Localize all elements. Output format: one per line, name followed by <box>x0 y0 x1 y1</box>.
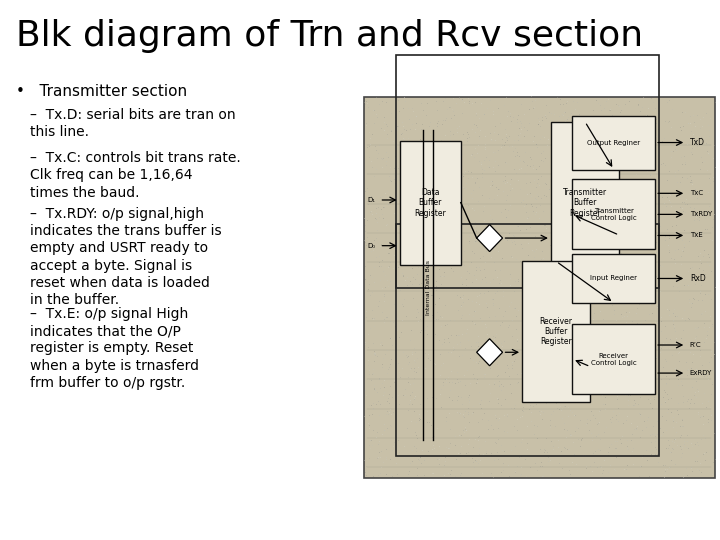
Text: Receiver
Control Logic: Receiver Control Logic <box>591 353 636 366</box>
Text: Internal Data Bus: Internal Data Bus <box>426 260 431 315</box>
Bar <box>396 56 659 287</box>
Text: Input Reginer: Input Reginer <box>590 275 637 281</box>
Text: TxC: TxC <box>690 190 703 197</box>
Text: Output Reginer: Output Reginer <box>588 139 640 146</box>
Bar <box>396 224 659 456</box>
Text: •   Transmitter section: • Transmitter section <box>16 84 187 99</box>
Text: D₁: D₁ <box>367 197 375 203</box>
Text: –  Tx.D: serial bits are tran on
this line.: – Tx.D: serial bits are tran on this lin… <box>30 108 236 139</box>
Text: TxRDY: TxRDY <box>690 211 712 218</box>
Text: Transmitter
Buffer
Register: Transmitter Buffer Register <box>563 188 607 218</box>
Text: D₀: D₀ <box>367 242 375 249</box>
Text: Blk diagram of Trn and Rcv section: Blk diagram of Trn and Rcv section <box>16 19 643 53</box>
Bar <box>572 179 655 249</box>
Bar <box>572 324 655 394</box>
Text: Data
Buffer
Register: Data Buffer Register <box>414 188 446 218</box>
Bar <box>522 261 590 402</box>
Text: ExRDY: ExRDY <box>690 370 712 376</box>
Text: R’C: R’C <box>690 342 701 348</box>
Bar <box>572 254 655 303</box>
Text: Transmitter
Control Logic: Transmitter Control Logic <box>591 208 636 221</box>
Polygon shape <box>477 339 503 366</box>
Text: –  Tx.RDY: o/p signal,high
indicates the trans buffer is
empty and USRT ready to: – Tx.RDY: o/p signal,high indicates the … <box>30 207 222 307</box>
Text: –  Tx.E: o/p signal High
indicates that the O/P
register is empty. Reset
when a : – Tx.E: o/p signal High indicates that t… <box>30 307 199 390</box>
Text: TxE: TxE <box>690 232 703 239</box>
Text: TxD: TxD <box>690 138 705 147</box>
Bar <box>364 97 715 478</box>
Polygon shape <box>477 225 503 252</box>
Text: RxD: RxD <box>690 274 706 283</box>
Bar <box>572 116 655 170</box>
Text: –  Tx.C: controls bit trans rate.
Clk freq can be 1,16,64
times the baud.: – Tx.C: controls bit trans rate. Clk fre… <box>30 151 241 200</box>
Bar <box>400 140 461 265</box>
Text: Receiver
Buffer
Register: Receiver Buffer Register <box>540 316 572 347</box>
Bar <box>551 122 619 284</box>
